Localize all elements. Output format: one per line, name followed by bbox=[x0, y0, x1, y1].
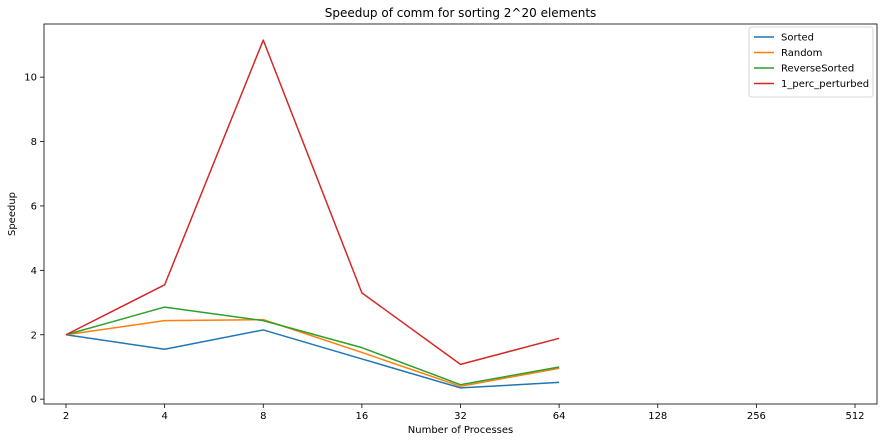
series-line-reversesorted bbox=[65, 306, 560, 386]
x-tick-label: 2 bbox=[63, 411, 69, 422]
y-tick-label: 4 bbox=[31, 266, 37, 277]
x-axis-label: Number of Processes bbox=[408, 425, 513, 436]
legend: Sorted Random ReverseSorted 1_perc_perturbe… bbox=[748, 26, 874, 98]
y-axis: 0 2 4 6 8 10 bbox=[24, 73, 44, 406]
x-tick-label: 64 bbox=[553, 411, 566, 422]
y-tick-label: 6 bbox=[31, 201, 37, 212]
y-tick-label: 8 bbox=[31, 137, 37, 148]
x-tick-label: 128 bbox=[648, 411, 667, 422]
legend-item: Random bbox=[754, 48, 822, 59]
chart-title: Speedup of comm for sorting 2^20 element… bbox=[325, 6, 597, 20]
x-axis: 2 4 8 16 32 64 128 256 512 bbox=[63, 404, 865, 422]
y-tick-label: 10 bbox=[24, 73, 37, 84]
x-tick-label: 256 bbox=[747, 411, 766, 422]
y-tick-label: 0 bbox=[31, 395, 37, 406]
legend-label: 1_perc_perturbed bbox=[781, 79, 869, 90]
x-tick-label: 32 bbox=[454, 411, 467, 422]
y-axis-label: Speedup bbox=[7, 192, 18, 236]
legend-box bbox=[748, 26, 874, 98]
x-tick-label: 16 bbox=[356, 411, 369, 422]
legend-item: ReverseSorted bbox=[754, 64, 854, 75]
series-line-1-perc-perturbed bbox=[65, 39, 560, 366]
series-layer bbox=[65, 39, 560, 389]
x-tick-label: 4 bbox=[161, 411, 167, 422]
legend-label: Random bbox=[781, 48, 822, 59]
legend-item: Sorted bbox=[754, 33, 814, 44]
legend-label: Sorted bbox=[781, 33, 814, 44]
x-tick-label: 512 bbox=[845, 411, 864, 422]
legend-item: 1_perc_perturbed bbox=[754, 79, 869, 90]
x-tick-label: 8 bbox=[260, 411, 266, 422]
series-line-random bbox=[65, 318, 560, 388]
legend-label: ReverseSorted bbox=[781, 64, 854, 75]
series-line-sorted bbox=[65, 329, 560, 389]
y-tick-label: 2 bbox=[31, 330, 37, 341]
